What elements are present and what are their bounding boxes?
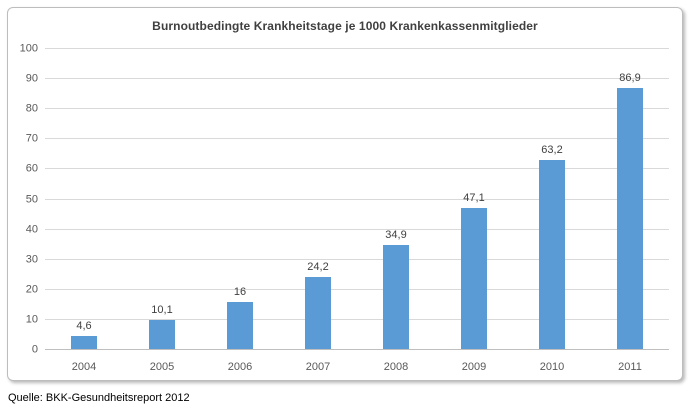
gridline [45,48,669,49]
x-tick-label: 2006 [227,361,253,373]
y-tick-label: 20 [25,283,38,296]
chart-frame: Burnoutbedingte Krankheitstage je 1000 K… [7,7,683,381]
bar [71,336,97,350]
x-tick-label: 2005 [149,361,175,373]
bar-column-2009: 47,1 [435,49,513,350]
gridline [45,78,669,80]
bar [617,88,643,350]
gridline [45,318,669,320]
y-tick-label: 90 [25,72,38,85]
bar-column-2007: 24,2 [279,49,357,350]
bar [383,244,409,350]
gridline [45,228,669,230]
gridline [45,108,669,110]
x-tick-label: 2009 [461,361,487,373]
y-tick-label: 40 [25,223,38,236]
y-axis: 0 10 20 30 40 50 60 70 80 90 100 [8,43,38,355]
bar-column-2005: 10,1 [123,49,201,350]
plot-area: 4,6 10,1 16 24,2 34,9 47,1 63,2 86,9 [45,48,669,350]
x-axis-line [45,349,669,350]
y-tick-label: 50 [25,193,38,205]
y-tick-label: 70 [25,132,38,145]
bar-value-label: 47,1 [463,192,485,205]
gridline [45,288,669,290]
x-tick-label: 2004 [71,361,97,373]
bar-value-label: 10,1 [151,303,173,316]
gridline [45,138,669,140]
bar-value-label: 34,9 [385,228,407,241]
bar [539,159,565,350]
x-tick-label: 2011 [618,361,642,373]
bar-column-2011: 86,9 [591,49,669,350]
y-tick-label: 60 [25,162,38,175]
x-axis: 2004 2005 2006 2007 2008 2009 2010 2011 [45,362,669,373]
bar [227,301,253,350]
bar-column-2004: 4,6 [45,49,123,350]
bar [305,277,331,350]
x-tick-label: 2007 [305,361,331,373]
bar-column-2008: 34,9 [357,49,435,350]
y-tick-label: 100 [19,42,38,55]
bar [149,319,175,350]
y-tick-label: 0 [31,343,38,356]
bar-value-label: 16 [233,285,247,298]
gridline [45,198,669,200]
bar-value-label: 86,9 [619,72,641,85]
bar-column-2010: 63,2 [513,49,591,350]
x-tick-label: 2010 [539,361,565,373]
x-tick-label: 2008 [383,361,409,373]
source-note: Quelle: BKK-Gesundheitsreport 2012 [8,392,190,404]
bar [461,208,487,350]
bars-row: 4,6 10,1 16 24,2 34,9 47,1 63,2 86,9 [45,49,669,350]
y-tick-label: 10 [25,313,38,326]
gridline [45,258,669,260]
gridline [45,168,669,170]
bar-value-label: 63,2 [541,143,563,156]
y-tick-label: 80 [25,102,38,115]
y-tick-label: 30 [25,253,38,266]
bar-value-label: 24,2 [307,261,329,274]
bar-value-label: 4,6 [76,320,92,333]
chart-title: Burnoutbedingte Krankheitstage je 1000 K… [152,19,538,33]
bar-column-2006: 16 [201,49,279,350]
